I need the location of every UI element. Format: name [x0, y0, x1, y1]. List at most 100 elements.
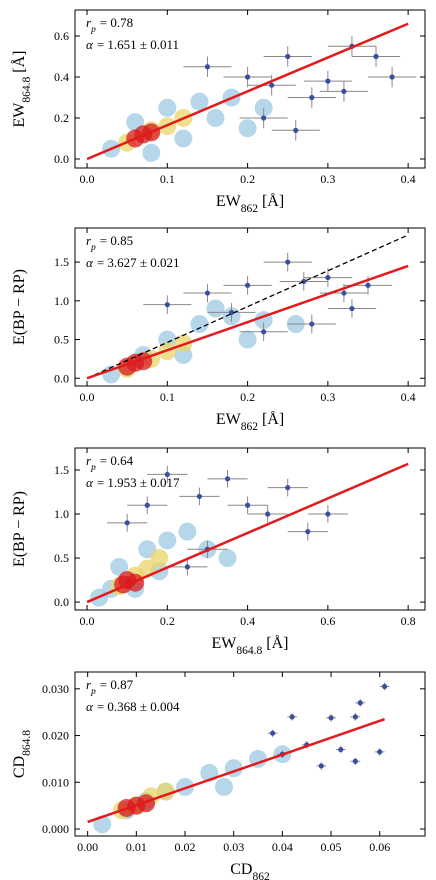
fit-line [86, 264, 409, 380]
x-tick-label: 0.3 [320, 172, 335, 186]
x-tick-label: 0.1 [160, 390, 175, 404]
x-axis-title: EW864.8 [Å] [211, 634, 288, 657]
point [261, 115, 267, 121]
density-point [190, 315, 209, 334]
density-point [214, 777, 233, 796]
point [144, 502, 150, 508]
axes-frame [74, 671, 426, 837]
point [285, 485, 291, 491]
point [289, 714, 295, 720]
point [328, 715, 334, 721]
density-point [102, 365, 121, 384]
label-base: EW [211, 635, 237, 652]
label-sub: 864.8 [21, 730, 33, 756]
label-rest: = 0.78 [100, 15, 133, 30]
axes-frame [74, 9, 426, 169]
label-base: EW [11, 102, 28, 128]
annotation: rp = 0.78 [86, 15, 133, 35]
x-axis-title: CD862 [230, 861, 270, 880]
point [318, 763, 324, 769]
point [305, 529, 311, 535]
x-tick-label: 0.6 [320, 614, 335, 628]
y-tick-label: 0.010 [42, 775, 69, 789]
plot-area [86, 462, 409, 607]
point [309, 321, 315, 327]
panel: 0.0 0.2 0.4 0.6 0.8 0.0 0.5 1.0 1.5 EW864.8 [Å] E(B… [11, 447, 426, 657]
y-tick-label: 0.5 [54, 551, 69, 565]
density-point [178, 522, 197, 541]
point [301, 278, 307, 285]
point [352, 758, 358, 764]
y-tick-label: 0.0 [54, 371, 69, 385]
x-axis-title: EW862 [Å] [216, 192, 284, 215]
panel: 0.00 0.01 0.02 0.03 0.04 0.05 0.06 0.000 0.010 0.… [11, 671, 426, 880]
density-point [158, 98, 177, 117]
x-tick-label: 0.0 [80, 390, 95, 404]
x-tick-label: 0.06 [369, 840, 390, 854]
plot-area [86, 234, 409, 384]
label-base: α [86, 475, 94, 490]
x-tick-label: 0.4 [401, 390, 416, 404]
point [285, 53, 291, 60]
plot-area [86, 22, 417, 162]
y-tick-label: 0.6 [54, 29, 69, 43]
point [270, 730, 276, 736]
point [244, 282, 251, 288]
point [124, 520, 130, 526]
density-point [150, 549, 169, 568]
label-sub: 864.8 [21, 76, 33, 102]
label-rest: = 0.368 ± 0.004 [97, 699, 180, 714]
point [244, 502, 251, 508]
density-point [110, 557, 129, 576]
label-base: r [86, 15, 92, 30]
point [164, 302, 170, 308]
x-tick-label: 0.0 [80, 172, 95, 186]
label-base: CD [230, 861, 252, 878]
annotation: rp = 0.85 [86, 233, 133, 253]
label-rest: = 0.87 [100, 677, 134, 692]
point [338, 746, 344, 753]
density-point [238, 330, 257, 349]
point [285, 259, 291, 265]
label-unit: [Å] [262, 192, 284, 210]
density-point [176, 777, 195, 796]
point [269, 82, 275, 88]
x-tick-label: 0.0 [80, 614, 95, 628]
x-tick-label: 0.8 [401, 614, 416, 628]
x-tick-label: 0.05 [321, 840, 342, 854]
label-unit: [Å] [262, 410, 284, 428]
density-point [158, 531, 177, 550]
point [377, 749, 383, 755]
y-axis-title: EW864.8 [Å] [10, 50, 33, 127]
label-unit: [Å] [10, 50, 28, 72]
density-point [174, 129, 193, 148]
label-sub: p [90, 243, 96, 253]
axes-frame [74, 447, 426, 611]
label-base: α [86, 255, 94, 270]
label-base: α [86, 37, 94, 52]
label-base: r [86, 677, 92, 692]
plot-area [87, 682, 390, 834]
point [265, 511, 271, 517]
label-sub: p [90, 687, 96, 697]
label-sub: 864.8 [236, 645, 262, 657]
x-tick-label: 0.4 [240, 614, 255, 628]
point [204, 290, 211, 296]
y-axis-title: E(BP − RP) [11, 269, 28, 345]
y-axis-title: E(BP − RP) [11, 491, 28, 567]
x-tick-label: 0.04 [272, 840, 293, 854]
annotation: α = 1.953 ± 0.017 [86, 475, 180, 490]
label-rest: = 1.953 ± 0.017 [97, 475, 180, 490]
point [196, 493, 203, 500]
label-base: r [86, 233, 92, 248]
annotation: α = 0.368 ± 0.004 [86, 699, 180, 714]
point [325, 274, 331, 281]
label-sub: 862 [241, 203, 259, 215]
point [244, 74, 251, 80]
x-tick-label: 0.3 [320, 390, 335, 404]
label-rest: = 3.627 ± 0.021 [97, 255, 180, 270]
label-base: E(BP − RP) [11, 491, 28, 567]
label-unit: [Å] [266, 634, 288, 652]
label-base: α [86, 699, 94, 714]
